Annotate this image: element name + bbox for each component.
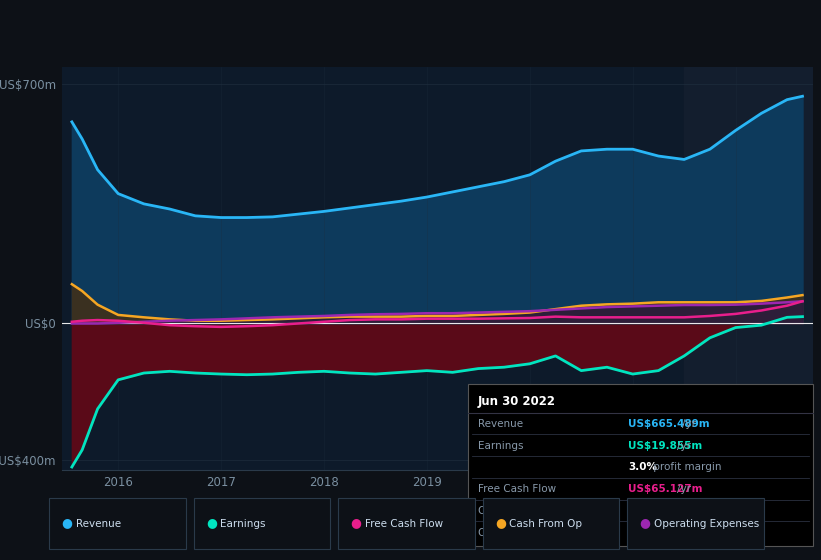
Text: ●: ● (62, 516, 72, 529)
Text: 3.0%: 3.0% (628, 463, 657, 472)
Text: /yr: /yr (677, 506, 691, 516)
Text: Jun 30 2022: Jun 30 2022 (478, 395, 556, 408)
Text: Operating Expenses: Operating Expenses (478, 528, 583, 538)
Text: ●: ● (495, 516, 506, 529)
Text: Revenue: Revenue (478, 419, 523, 429)
Text: Free Cash Flow: Free Cash Flow (365, 519, 443, 529)
Text: US$65.127m: US$65.127m (628, 484, 703, 494)
Text: ●: ● (640, 516, 650, 529)
Text: Free Cash Flow: Free Cash Flow (478, 484, 556, 494)
Text: /yr: /yr (677, 484, 691, 494)
Text: US$82.815m: US$82.815m (628, 506, 703, 516)
Text: /yr: /yr (677, 528, 691, 538)
Text: ●: ● (351, 516, 361, 529)
Text: /yr: /yr (677, 441, 691, 451)
Text: Operating Expenses: Operating Expenses (654, 519, 759, 529)
Text: US$665.489m: US$665.489m (628, 419, 709, 429)
Text: ●: ● (206, 516, 217, 529)
Text: Earnings: Earnings (478, 441, 523, 451)
Text: Cash From Op: Cash From Op (509, 519, 582, 529)
Bar (684, 67, 813, 470)
Text: profit margin: profit margin (650, 463, 722, 472)
Text: US$64.611m: US$64.611m (628, 528, 703, 538)
Text: Earnings: Earnings (220, 519, 265, 529)
Text: /yr: /yr (681, 419, 696, 429)
Text: US$19.855m: US$19.855m (628, 441, 702, 451)
Text: Revenue: Revenue (76, 519, 121, 529)
Text: Cash From Op: Cash From Op (478, 506, 551, 516)
